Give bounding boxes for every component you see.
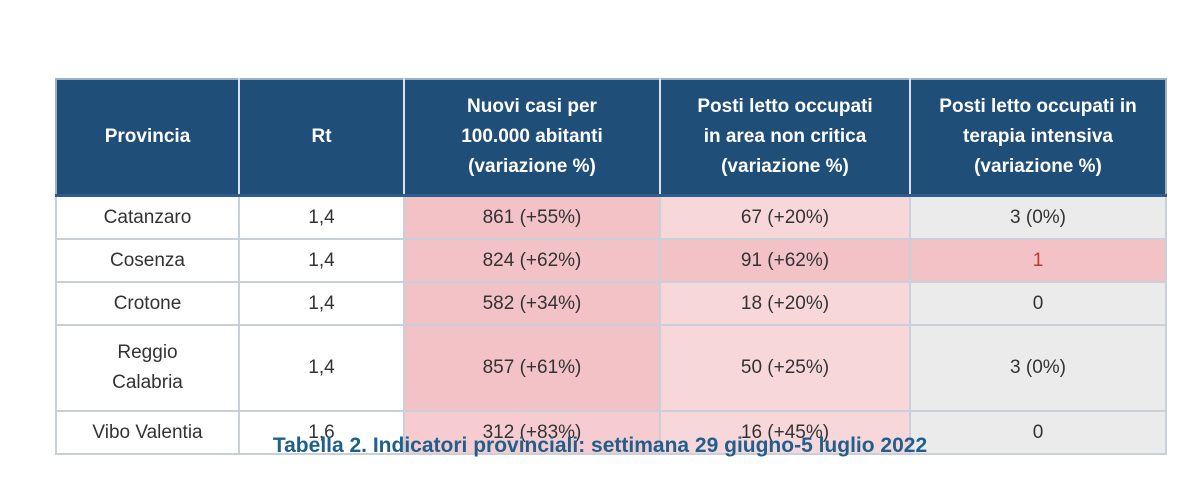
- table-row: Crotone 1,4 582 (+34%) 18 (+20%) 0: [55, 281, 1167, 326]
- cell-area-non-critica: 18 (+20%): [659, 281, 911, 326]
- header-line: (variazione %): [974, 156, 1102, 177]
- provincia-text: Calabria: [112, 372, 183, 393]
- cell-area-non-critica: 50 (+25%): [659, 324, 911, 412]
- cell-terapia-intensiva: 1: [909, 238, 1167, 283]
- table-caption: Tabella 2. Indicatori provinciali: setti…: [272, 434, 928, 457]
- header-nuovi-casi: Nuovi casi per 100.000 abitanti (variazi…: [403, 79, 660, 196]
- header-line: (variazione %): [721, 156, 849, 177]
- table-header-row: Provincia Rt Nuovi casi per 100.000 abit…: [56, 79, 1166, 196]
- table-row: Vibo Valentia 1,6 312 (+83%) 16 (+45%) 0: [55, 410, 1167, 455]
- cell-nuovi-casi: 312 (+83%): [403, 410, 661, 455]
- cell-provincia: Reggio Calabria: [55, 324, 240, 412]
- provincia-text: Vibo Valentia: [92, 421, 203, 443]
- cell-provincia: Catanzaro: [55, 194, 240, 240]
- cell-terapia-intensiva: 0: [909, 410, 1167, 455]
- header-line: terapia intensiva: [963, 126, 1113, 147]
- header-line: Posti letto occupati in: [939, 96, 1137, 117]
- cell-area-non-critica: 16 (+45%): [659, 410, 911, 455]
- header-provincia: Provincia: [56, 79, 239, 196]
- provincia-text: Catanzaro: [103, 206, 192, 228]
- cell-terapia-intensiva: 3 (0%): [909, 194, 1167, 240]
- cell-terapia-intensiva: 3 (0%): [909, 324, 1167, 412]
- header-line: (variazione %): [468, 156, 596, 177]
- header-line: 100.000 abitanti: [461, 126, 603, 147]
- table-row: Catanzaro 1,4 861 (+55%) 67 (+20%) 3 (0%…: [55, 194, 1167, 240]
- provincia-text: Cosenza: [110, 249, 185, 271]
- cell-area-non-critica: 91 (+62%): [659, 238, 911, 283]
- cell-nuovi-casi: 861 (+55%): [403, 194, 661, 240]
- table-row: Reggio Calabria 1,4 857 (+61%) 50 (+25%)…: [55, 324, 1167, 412]
- provincial-indicators-table: Provincia Rt Nuovi casi per 100.000 abit…: [55, 78, 1167, 455]
- cell-rt: 1,4: [238, 194, 405, 240]
- cell-rt: 1,4: [238, 324, 405, 412]
- header-line: Nuovi casi per: [467, 96, 597, 117]
- cell-provincia: Crotone: [55, 281, 240, 326]
- cell-provincia: Cosenza: [55, 238, 240, 283]
- cell-rt: 1,6: [238, 410, 405, 455]
- cell-nuovi-casi: 824 (+62%): [403, 238, 661, 283]
- header-line: Posti letto occupati: [697, 96, 873, 117]
- header-rt: Rt: [238, 79, 404, 196]
- cell-nuovi-casi: 857 (+61%): [403, 324, 661, 412]
- cell-provincia: Vibo Valentia: [55, 410, 240, 455]
- header-provincia-line: Provincia: [104, 126, 191, 147]
- header-rt-line: Rt: [311, 126, 332, 147]
- cell-area-non-critica: 67 (+20%): [659, 194, 911, 240]
- indicators-table-container: Provincia Rt Nuovi casi per 100.000 abit…: [55, 78, 1167, 455]
- header-area-non-critica: Posti letto occupati in area non critica…: [659, 79, 910, 196]
- header-line: in area non critica: [703, 126, 867, 147]
- table-row: Cosenza 1,4 824 (+62%) 91 (+62%) 1: [55, 238, 1167, 283]
- cell-rt: 1,4: [238, 238, 405, 283]
- cell-nuovi-casi: 582 (+34%): [403, 281, 661, 326]
- provincia-text: Crotone: [113, 292, 182, 314]
- provincia-text: Reggio: [117, 342, 178, 363]
- cell-rt: 1,4: [238, 281, 405, 326]
- cell-terapia-intensiva: 0: [909, 281, 1167, 326]
- header-terapia-intensiva: Posti letto occupati in terapia intensiv…: [909, 79, 1166, 196]
